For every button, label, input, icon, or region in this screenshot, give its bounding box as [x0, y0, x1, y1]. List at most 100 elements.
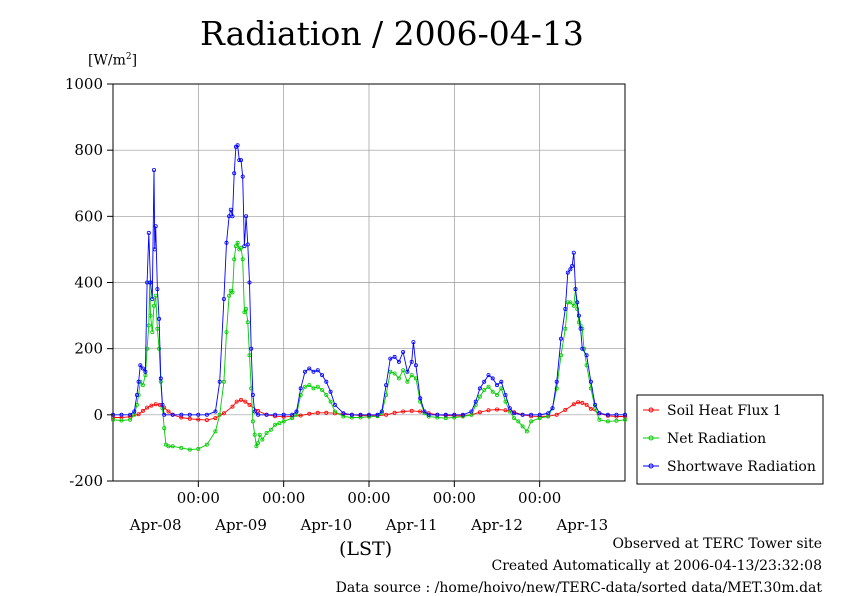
data-point	[520, 412, 525, 417]
data-point	[565, 270, 570, 275]
legend-marker	[648, 435, 654, 441]
y-tick-label: 400	[74, 274, 103, 292]
series-group	[111, 143, 628, 452]
data-point	[213, 409, 218, 414]
data-point	[529, 412, 534, 417]
data-point	[332, 409, 337, 414]
data-point	[244, 214, 249, 219]
data-point	[332, 402, 337, 407]
data-point	[119, 418, 124, 423]
data-point	[392, 354, 397, 359]
data-point	[341, 411, 346, 416]
data-point	[240, 257, 245, 262]
data-point	[290, 412, 295, 417]
data-point	[512, 416, 517, 421]
data-point	[584, 353, 589, 358]
data-point	[575, 306, 580, 311]
data-point	[204, 412, 209, 417]
x-date-label: Apr-11	[385, 516, 438, 534]
data-point	[375, 412, 380, 417]
data-point	[254, 444, 259, 449]
data-point	[315, 368, 320, 373]
data-point	[507, 406, 512, 411]
data-point	[136, 379, 141, 384]
data-point	[605, 412, 610, 417]
data-point	[482, 379, 487, 384]
data-point	[252, 409, 257, 414]
data-point	[494, 392, 499, 397]
data-point	[388, 356, 393, 361]
data-point	[249, 346, 254, 351]
data-point	[401, 368, 406, 373]
data-point	[546, 411, 551, 416]
y-axis-unit: [W/m2]	[88, 52, 137, 69]
data-point	[307, 411, 312, 416]
data-point	[235, 143, 240, 148]
data-point	[128, 412, 133, 417]
data-point	[349, 415, 354, 420]
data-point	[242, 310, 247, 315]
unit-close: ]	[131, 52, 138, 69]
series-line	[113, 144, 625, 416]
data-point	[150, 330, 155, 335]
data-point	[324, 379, 329, 384]
data-point	[281, 412, 286, 417]
y-axis-ticks: 1000 800 600 400 200 0 -200	[65, 75, 113, 490]
data-point	[388, 369, 393, 374]
data-point	[250, 392, 255, 397]
data-point	[349, 412, 354, 417]
data-point	[460, 412, 465, 417]
data-point	[570, 263, 575, 268]
data-point	[571, 303, 576, 308]
data-point	[119, 412, 124, 417]
data-point	[580, 346, 585, 351]
data-point	[520, 424, 525, 429]
data-point	[232, 257, 237, 262]
data-point	[486, 373, 491, 378]
x-date-label: Apr-08	[129, 516, 182, 534]
data-point	[588, 379, 593, 384]
data-point	[302, 369, 307, 374]
data-point	[245, 242, 250, 247]
data-point	[324, 392, 329, 397]
footer-site: Observed at TERC Tower site	[612, 536, 822, 552]
data-point	[247, 280, 252, 285]
data-point	[213, 416, 218, 421]
data-point	[452, 415, 457, 420]
data-point	[516, 419, 521, 424]
data-point	[281, 419, 286, 424]
data-point	[302, 384, 307, 389]
data-point	[243, 399, 248, 404]
x-time-label: 00:00	[518, 489, 561, 507]
data-point	[221, 296, 226, 301]
unit-exponent: 2	[125, 52, 132, 62]
data-point	[405, 379, 410, 384]
data-point	[563, 407, 568, 412]
data-point	[162, 412, 167, 417]
data-point	[232, 171, 237, 176]
data-point	[571, 250, 576, 255]
data-point	[158, 376, 163, 381]
data-point	[224, 330, 229, 335]
legend-box	[636, 394, 824, 485]
data-point	[503, 392, 508, 397]
data-point	[221, 379, 226, 384]
data-point	[503, 399, 508, 404]
data-point	[256, 440, 261, 445]
data-point	[494, 383, 499, 388]
x-date-label: Apr-09	[214, 516, 267, 534]
data-point	[140, 366, 145, 371]
data-point	[224, 240, 229, 245]
data-point	[576, 320, 581, 325]
legend: Soil Heat Flux 1 Net Radiation Shortwave R…	[636, 394, 824, 485]
data-point	[568, 300, 573, 305]
data-point	[563, 326, 568, 331]
data-point	[221, 411, 226, 416]
data-point	[148, 313, 153, 318]
data-point	[277, 421, 282, 426]
data-point	[179, 412, 184, 417]
x-axis-ticks: 00:00 00:00 00:00 00:00 00:00 Apr-08 Apr-09 Apr…	[129, 481, 608, 534]
data-point	[298, 386, 303, 391]
data-point	[307, 366, 312, 371]
data-point	[230, 404, 235, 409]
